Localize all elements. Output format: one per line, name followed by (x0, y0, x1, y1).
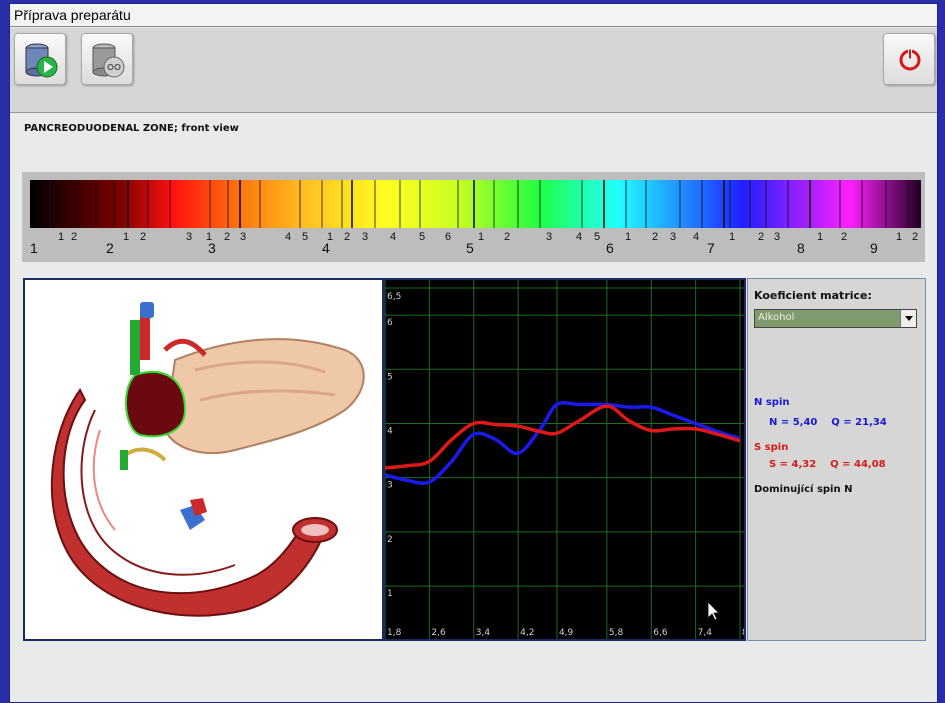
database-tape-icon (92, 43, 125, 78)
chart-x-tick-label: 5,8 (609, 628, 624, 638)
chart-y-tick-label: 4 (387, 426, 393, 436)
chart-y-tick-label: 6 (387, 318, 393, 328)
koeficient-label: Koeficient matrice: (754, 289, 872, 302)
chart-x-tick-label: 7,4 (698, 628, 713, 638)
n-spin-title: N spin (754, 397, 790, 408)
spectrum-sub-label: 3 (774, 231, 781, 243)
spectrum-sub-label: 3 (186, 231, 193, 243)
spectrum-sub-label: 3 (670, 231, 677, 243)
spectrum-sub-label: 3 (362, 231, 369, 243)
spectrum-sub-label: 5 (594, 231, 601, 243)
spectrum-sub-label: 1 (327, 231, 334, 243)
spectrum-sub-label: 5 (419, 231, 426, 243)
spin-chart: 1,8 2,6 3,4 4,2 4,9 5,8 6,6 7,4 8,2 1 2 3 4 5 6 6,5 (384, 278, 746, 641)
database-play-icon (25, 43, 58, 78)
s-spin-title: S spin (754, 442, 789, 453)
window-title: Příprava preparátu (14, 7, 131, 23)
spectrum-sub-label: 1 (625, 231, 632, 243)
spectrum-sub-label: 2 (71, 231, 78, 243)
spectrum-band-label: 8 (797, 240, 805, 256)
koeficient-select-value: Alkohol (758, 312, 795, 323)
spectrum-sub-label: 4 (576, 231, 583, 243)
chart-x-tick-label: 8,2 (742, 628, 744, 638)
spectrum-sub-label: 1 (206, 231, 213, 243)
spectrum-band-label: 9 (870, 240, 878, 256)
chart-x-tick-label: 1,8 (387, 628, 402, 638)
spectrum-sub-label: 3 (240, 231, 247, 243)
power-button[interactable] (883, 33, 935, 85)
spectrum-sub-label: 2 (344, 231, 351, 243)
spectrum-sub-label: 6 (445, 231, 452, 243)
chart-x-tick-label: 3,4 (476, 628, 491, 638)
spectrum-band-label: 1 (30, 240, 38, 256)
chart-y-tick-label: 2 (387, 535, 393, 545)
spectrum-band-label: 7 (707, 240, 715, 256)
koeficient-select[interactable]: Alkohol (754, 309, 917, 328)
n-spin-values: N = 5,40 Q = 21,34 (769, 417, 887, 428)
spectrum-sub-label: 2 (504, 231, 511, 243)
spectrum-sub-label: 2 (912, 231, 919, 243)
chart-x-tick-label: 4,9 (559, 628, 574, 638)
record-button[interactable] (81, 33, 133, 85)
spectrum-sub-label: 3 (546, 231, 553, 243)
chart-x-tick-label: 2,6 (431, 628, 446, 638)
spectrum-sub-label: 1 (817, 231, 824, 243)
n-spin-line (385, 400, 741, 486)
chart-y-tick-label: 3 (387, 481, 393, 491)
power-icon (899, 48, 921, 71)
chart-x-tick-label: 6,6 (653, 628, 668, 638)
spectrum-band-label: 2 (106, 240, 114, 256)
spectrum-sub-label: 1 (58, 231, 65, 243)
spectrum-sub-label: 1 (478, 231, 485, 243)
spectrum-band-label: 5 (466, 240, 474, 256)
spectrum-sub-label: 1 (729, 231, 736, 243)
play-button[interactable] (14, 33, 66, 85)
spectrum-sub-label: 2 (652, 231, 659, 243)
chevron-down-icon[interactable] (900, 310, 916, 327)
title-bar: Příprava preparátu (10, 4, 937, 27)
spectrum-sub-label: 2 (140, 231, 147, 243)
spectrum-sub-label: 1 (896, 231, 903, 243)
dominant-spin: Dominující spin N (754, 484, 853, 495)
chart-y-tick-label: 6,5 (387, 292, 401, 302)
anatomy-image (23, 278, 384, 641)
spectrum-sub-label: 2 (841, 231, 848, 243)
spectrum-sub-label: 5 (302, 231, 309, 243)
zone-label: PANCREODUODENAL ZONE; front view (24, 123, 239, 134)
chart-y-tick-label: 1 (387, 589, 393, 599)
spectrum-band-label: 3 (208, 240, 216, 256)
spin-chart-canvas: 1,8 2,6 3,4 4,2 4,9 5,8 6,6 7,4 8,2 1 2 3 4 5 6 6,5 (385, 280, 744, 639)
mouse-cursor-icon (707, 601, 720, 621)
spectrum-band-label: 6 (606, 240, 614, 256)
chart-y-tick-label: 5 (387, 372, 393, 382)
spectrum-sub-label: 4 (693, 231, 700, 243)
spectrum-sub-label: 4 (390, 231, 397, 243)
chart-x-tick-label: 4,2 (520, 628, 534, 638)
s-spin-line (385, 404, 741, 470)
spectrum-sub-label: 4 (285, 231, 292, 243)
s-spin-values: S = 4,32 Q = 44,08 (769, 459, 886, 470)
spectrum-sub-label: 2 (224, 231, 231, 243)
spectrum-sub-label: 2 (758, 231, 765, 243)
pancreoduodenal-illustration (50, 302, 365, 617)
toolbar (10, 28, 937, 113)
spectrum-band-label: 4 (322, 240, 330, 256)
spectrum-bar (30, 180, 921, 228)
main-window: Příprava preparátu (9, 3, 938, 703)
spectrum-sub-label: 1 (123, 231, 130, 243)
results-panel: Koeficient matrice: Alkohol N spin N = 5… (747, 278, 926, 641)
